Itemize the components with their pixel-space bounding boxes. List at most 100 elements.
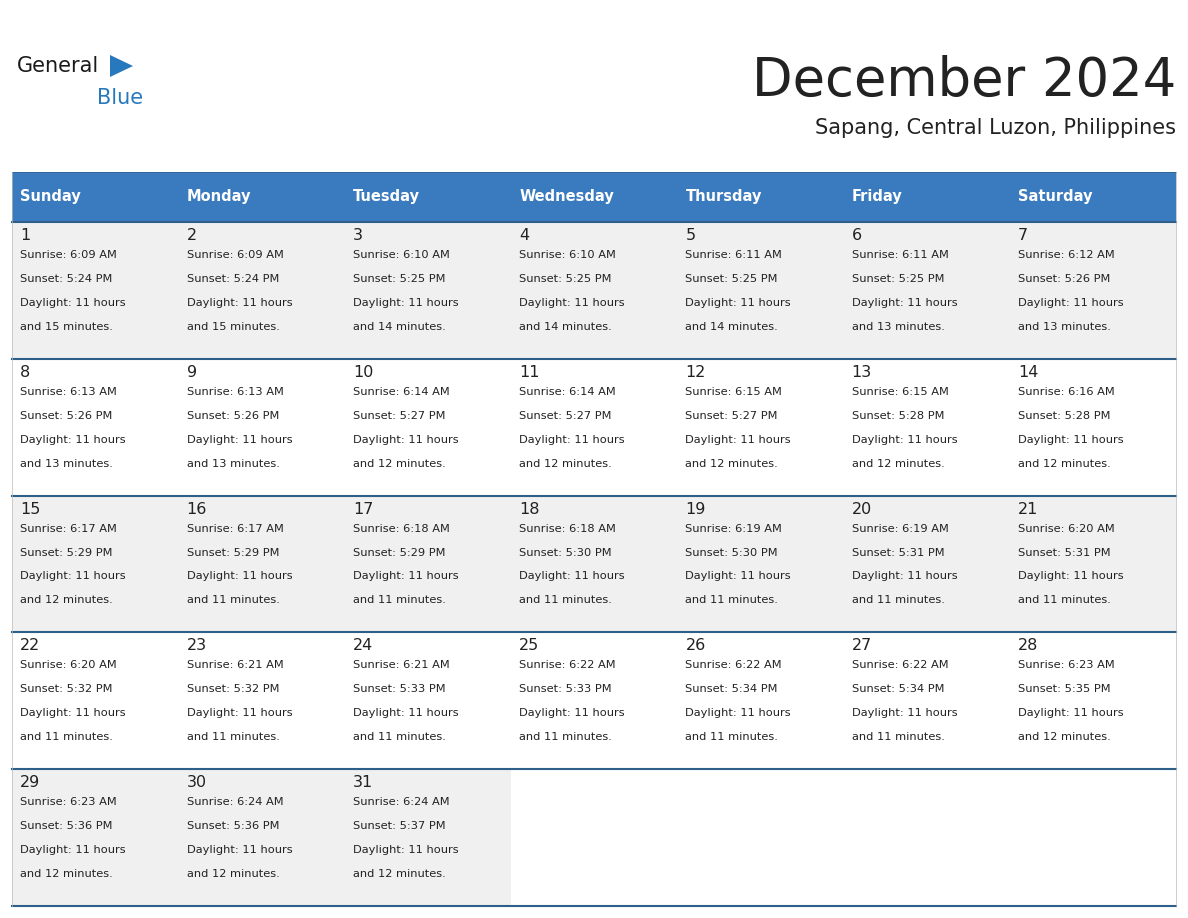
Bar xyxy=(12,222,178,359)
Text: and 11 minutes.: and 11 minutes. xyxy=(187,596,279,605)
Text: Daylight: 11 hours: Daylight: 11 hours xyxy=(685,297,791,308)
Text: Daylight: 11 hours: Daylight: 11 hours xyxy=(519,297,625,308)
Text: Monday: Monday xyxy=(187,189,251,205)
Text: Daylight: 11 hours: Daylight: 11 hours xyxy=(1018,709,1124,718)
Text: 22: 22 xyxy=(20,638,40,654)
Text: Sunrise: 6:11 AM: Sunrise: 6:11 AM xyxy=(685,250,783,260)
Text: Sunrise: 6:22 AM: Sunrise: 6:22 AM xyxy=(685,660,782,670)
Text: Sunset: 5:32 PM: Sunset: 5:32 PM xyxy=(187,684,279,694)
Text: Sunset: 5:29 PM: Sunset: 5:29 PM xyxy=(353,547,446,557)
Text: 15: 15 xyxy=(20,501,40,517)
Bar xyxy=(12,496,178,633)
Text: Sunset: 5:33 PM: Sunset: 5:33 PM xyxy=(519,684,612,694)
Text: 2: 2 xyxy=(187,228,197,243)
Text: and 13 minutes.: and 13 minutes. xyxy=(1018,322,1111,331)
Text: and 12 minutes.: and 12 minutes. xyxy=(685,459,778,468)
Text: and 12 minutes.: and 12 minutes. xyxy=(1018,733,1111,743)
Text: Sunrise: 6:17 AM: Sunrise: 6:17 AM xyxy=(187,523,284,533)
Text: Sunset: 5:25 PM: Sunset: 5:25 PM xyxy=(852,274,944,284)
Text: 25: 25 xyxy=(519,638,539,654)
Text: 10: 10 xyxy=(353,364,373,380)
Text: and 11 minutes.: and 11 minutes. xyxy=(353,733,446,743)
Bar xyxy=(1010,222,1176,359)
Text: Sunset: 5:31 PM: Sunset: 5:31 PM xyxy=(852,547,944,557)
Text: Daylight: 11 hours: Daylight: 11 hours xyxy=(187,435,292,444)
Text: Daylight: 11 hours: Daylight: 11 hours xyxy=(20,845,126,855)
Text: Sunrise: 6:23 AM: Sunrise: 6:23 AM xyxy=(20,797,118,807)
Text: Daylight: 11 hours: Daylight: 11 hours xyxy=(353,297,459,308)
Text: Daylight: 11 hours: Daylight: 11 hours xyxy=(685,709,791,718)
Text: General: General xyxy=(17,56,100,76)
Text: 13: 13 xyxy=(852,364,872,380)
Text: Daylight: 11 hours: Daylight: 11 hours xyxy=(20,709,126,718)
Text: 27: 27 xyxy=(852,638,872,654)
Text: Sunset: 5:35 PM: Sunset: 5:35 PM xyxy=(1018,684,1111,694)
Text: Sunset: 5:27 PM: Sunset: 5:27 PM xyxy=(353,410,446,420)
Text: and 11 minutes.: and 11 minutes. xyxy=(519,596,612,605)
Text: Saturday: Saturday xyxy=(1018,189,1093,205)
Bar xyxy=(677,633,843,769)
Text: 30: 30 xyxy=(187,775,207,790)
Bar xyxy=(1010,496,1176,633)
Text: and 13 minutes.: and 13 minutes. xyxy=(20,459,113,468)
Text: and 11 minutes.: and 11 minutes. xyxy=(519,733,612,743)
Text: Sunset: 5:30 PM: Sunset: 5:30 PM xyxy=(519,547,612,557)
Text: 6: 6 xyxy=(852,228,861,243)
Bar xyxy=(511,633,677,769)
Text: Daylight: 11 hours: Daylight: 11 hours xyxy=(685,435,791,444)
Text: Sunset: 5:25 PM: Sunset: 5:25 PM xyxy=(685,274,778,284)
Text: Sunrise: 6:15 AM: Sunrise: 6:15 AM xyxy=(852,386,948,397)
Text: 8: 8 xyxy=(20,364,31,380)
Text: Sunrise: 6:15 AM: Sunrise: 6:15 AM xyxy=(685,386,783,397)
Text: and 11 minutes.: and 11 minutes. xyxy=(1018,596,1111,605)
Bar xyxy=(677,359,843,496)
Text: Sunrise: 6:18 AM: Sunrise: 6:18 AM xyxy=(519,523,617,533)
Text: Sunrise: 6:19 AM: Sunrise: 6:19 AM xyxy=(852,523,948,533)
Text: and 15 minutes.: and 15 minutes. xyxy=(187,322,279,331)
Bar xyxy=(677,172,843,222)
Text: Sunrise: 6:14 AM: Sunrise: 6:14 AM xyxy=(519,386,615,397)
Bar xyxy=(843,496,1010,633)
Text: Sunrise: 6:18 AM: Sunrise: 6:18 AM xyxy=(353,523,450,533)
Text: Sunrise: 6:21 AM: Sunrise: 6:21 AM xyxy=(187,660,284,670)
Text: and 14 minutes.: and 14 minutes. xyxy=(519,322,612,331)
Bar xyxy=(677,222,843,359)
Text: Daylight: 11 hours: Daylight: 11 hours xyxy=(1018,297,1124,308)
Text: Daylight: 11 hours: Daylight: 11 hours xyxy=(519,435,625,444)
Text: Daylight: 11 hours: Daylight: 11 hours xyxy=(187,297,292,308)
Text: Sunrise: 6:20 AM: Sunrise: 6:20 AM xyxy=(1018,523,1114,533)
Bar xyxy=(345,222,511,359)
Text: Sunset: 5:29 PM: Sunset: 5:29 PM xyxy=(187,547,279,557)
Bar xyxy=(1010,359,1176,496)
Text: and 12 minutes.: and 12 minutes. xyxy=(852,459,944,468)
Text: and 12 minutes.: and 12 minutes. xyxy=(519,459,612,468)
Text: Daylight: 11 hours: Daylight: 11 hours xyxy=(187,572,292,581)
Bar xyxy=(178,172,345,222)
Text: Daylight: 11 hours: Daylight: 11 hours xyxy=(353,572,459,581)
Text: and 11 minutes.: and 11 minutes. xyxy=(852,596,944,605)
Text: and 12 minutes.: and 12 minutes. xyxy=(1018,459,1111,468)
Text: Daylight: 11 hours: Daylight: 11 hours xyxy=(852,572,958,581)
Text: Sunrise: 6:22 AM: Sunrise: 6:22 AM xyxy=(519,660,615,670)
Text: 11: 11 xyxy=(519,364,539,380)
Text: Daylight: 11 hours: Daylight: 11 hours xyxy=(187,845,292,855)
Text: Sunrise: 6:10 AM: Sunrise: 6:10 AM xyxy=(353,250,450,260)
Bar xyxy=(345,496,511,633)
Text: Sunset: 5:36 PM: Sunset: 5:36 PM xyxy=(20,821,113,831)
Text: Sunrise: 6:14 AM: Sunrise: 6:14 AM xyxy=(353,386,449,397)
Bar xyxy=(511,359,677,496)
Text: 28: 28 xyxy=(1018,638,1038,654)
Text: 31: 31 xyxy=(353,775,373,790)
Text: 5: 5 xyxy=(685,228,696,243)
Text: 21: 21 xyxy=(1018,501,1038,517)
Text: Sunset: 5:26 PM: Sunset: 5:26 PM xyxy=(187,410,279,420)
Bar xyxy=(345,769,511,906)
Bar xyxy=(178,633,345,769)
Text: Sunrise: 6:12 AM: Sunrise: 6:12 AM xyxy=(1018,250,1114,260)
Text: 16: 16 xyxy=(187,501,207,517)
Text: December 2024: December 2024 xyxy=(752,55,1176,107)
Text: and 13 minutes.: and 13 minutes. xyxy=(852,322,944,331)
Text: Thursday: Thursday xyxy=(685,189,762,205)
Text: Sunset: 5:27 PM: Sunset: 5:27 PM xyxy=(685,410,778,420)
Text: and 11 minutes.: and 11 minutes. xyxy=(685,596,778,605)
